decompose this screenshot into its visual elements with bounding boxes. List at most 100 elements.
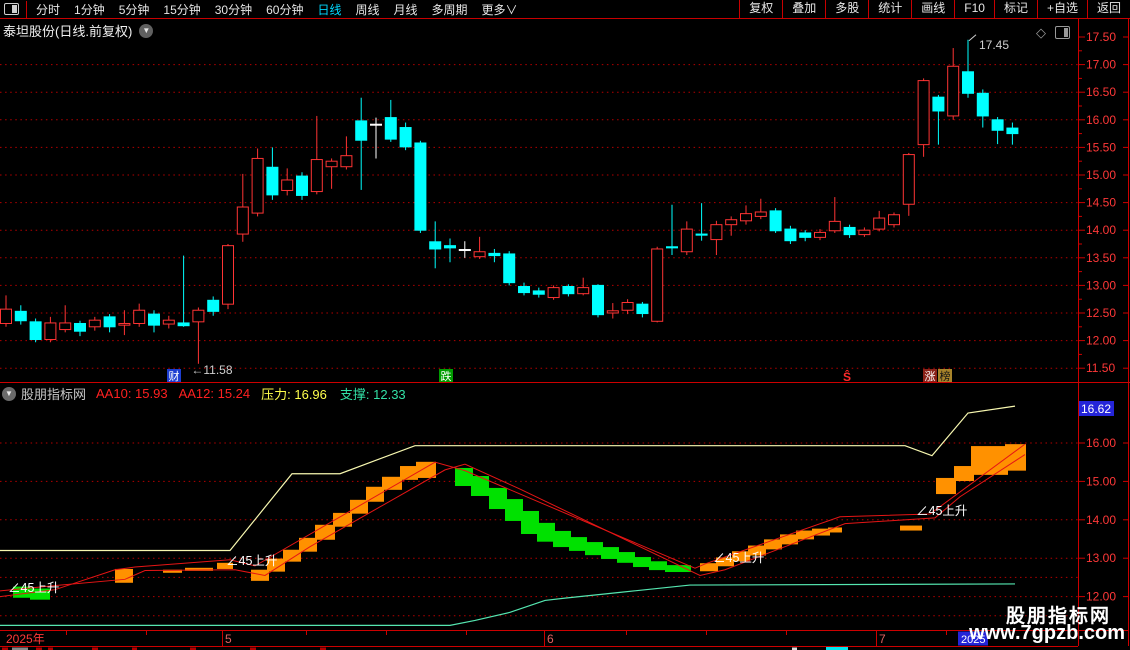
menu-action-叠加[interactable]: 叠加 xyxy=(782,0,825,18)
rise-45-label: ∠45上升 xyxy=(8,581,59,595)
candle-body xyxy=(518,286,530,294)
candle-body xyxy=(444,245,456,249)
candle-body xyxy=(503,253,516,284)
indicator-chart: ∠45上升 ∠45上升 ∠45上升 ∠45上升 xyxy=(0,405,1026,627)
candle-body xyxy=(1006,127,1019,135)
indicator-axis-label: 16.00 xyxy=(1086,436,1116,450)
menu-period-5分钟[interactable]: 5分钟 xyxy=(118,2,150,17)
candle-body xyxy=(340,155,353,168)
panel-toggle-icon[interactable] xyxy=(1055,26,1070,39)
candle-body xyxy=(177,322,190,327)
menu-period-分时[interactable]: 分时 xyxy=(36,2,61,17)
svg-text:涨: 涨 xyxy=(925,370,936,383)
candle-body xyxy=(991,119,1004,131)
main-axis-label: 12.50 xyxy=(1086,306,1116,320)
badge-涨[interactable] xyxy=(923,369,937,382)
indicator-bar-up xyxy=(936,477,956,495)
main-axis-label: 15.00 xyxy=(1086,168,1116,182)
candle-body xyxy=(0,308,12,324)
candle-body xyxy=(488,252,501,257)
candle-body xyxy=(666,246,678,249)
indicator-bar-up xyxy=(700,563,718,572)
main-axis-label: 16.50 xyxy=(1086,85,1116,99)
candle-body xyxy=(266,166,279,196)
main-axis-label: 11.50 xyxy=(1086,361,1115,375)
indicator-bar-up xyxy=(251,569,269,581)
toolbar-divider xyxy=(26,0,27,18)
menu-action-标记[interactable]: 标记 xyxy=(993,0,1037,18)
indicator-bar-up xyxy=(115,568,133,583)
indicator-bar-up xyxy=(732,551,750,562)
title-chevron-down-icon[interactable]: ▼ xyxy=(139,23,154,38)
indicator-pressure-value: 压力: 16.96 xyxy=(261,387,327,402)
window-layout-icon[interactable] xyxy=(4,3,19,15)
candle-body xyxy=(636,303,649,315)
main-axis-label: 13.50 xyxy=(1086,251,1116,265)
watermark-site-url: www.7gpzb.com xyxy=(969,622,1125,644)
month-label-6: 6 xyxy=(547,632,554,646)
indicator-bar-up xyxy=(812,528,830,536)
badge-财[interactable] xyxy=(167,369,181,382)
candle-body xyxy=(355,120,368,141)
diamond-icon[interactable]: ◇ xyxy=(1036,25,1046,40)
menu-period-更多∨[interactable]: 更多∨ xyxy=(481,2,518,17)
year-box xyxy=(958,631,988,646)
menu-action-返回[interactable]: 返回 xyxy=(1086,0,1130,18)
indicator-bar-up xyxy=(283,549,301,562)
menu-action-统计[interactable]: 统计 xyxy=(868,0,911,18)
menu-period-15分钟[interactable]: 15分钟 xyxy=(163,2,201,17)
action-menu: 复权 叠加 多股 统计 画线 F10 标记 +自选 返回 xyxy=(739,0,1130,18)
candle-body xyxy=(577,287,590,295)
svg-text:跌: 跌 xyxy=(441,369,452,383)
indicator-bar-down xyxy=(617,552,635,563)
last-value-box xyxy=(1079,401,1114,416)
indicator-chevron-down-icon[interactable]: ▼ xyxy=(2,386,16,401)
badge-榜[interactable] xyxy=(938,369,952,382)
candle-body xyxy=(784,228,797,242)
candle-body xyxy=(695,233,708,236)
candle-body xyxy=(621,302,634,311)
menu-action-+自选[interactable]: +自选 xyxy=(1036,0,1087,18)
candle-body xyxy=(281,179,294,191)
candle-body xyxy=(843,226,856,236)
candle-body xyxy=(473,251,486,258)
indicator-bar-up xyxy=(382,476,402,490)
badge-Ŝ: Ŝ xyxy=(843,369,851,384)
month-label-7: 7 xyxy=(879,632,886,646)
candle-body xyxy=(547,287,560,299)
candle-body xyxy=(888,214,900,226)
candle-body xyxy=(976,92,989,117)
candle-body xyxy=(162,319,175,325)
main-axis-label: 17.50 xyxy=(1086,30,1116,44)
info-badges: 财 跌 Ŝ 涨榜 xyxy=(167,369,952,384)
menu-action-复权[interactable]: 复权 xyxy=(739,0,782,18)
candle-body xyxy=(103,316,116,328)
menu-period-30分钟[interactable]: 30分钟 xyxy=(214,2,253,17)
candle-body xyxy=(947,65,960,117)
indicator-bar-up xyxy=(163,569,182,573)
pressure-line xyxy=(0,405,1016,552)
indicator-bar-up xyxy=(217,562,233,569)
main-axis-label: 16.00 xyxy=(1086,113,1116,127)
candle-body xyxy=(754,211,767,217)
candle-body xyxy=(680,228,693,253)
menu-period-60分钟[interactable]: 60分钟 xyxy=(266,2,304,17)
indicator-bar-down xyxy=(553,530,571,548)
indicator-axis-label: 13.00 xyxy=(1086,551,1116,565)
menu-action-多股[interactable]: 多股 xyxy=(825,0,868,18)
high-price-annotation: 17.45 xyxy=(979,38,1009,52)
menu-period-周线[interactable]: 周线 xyxy=(355,2,380,17)
candle-body xyxy=(740,213,752,222)
menu-period-月线[interactable]: 月线 xyxy=(393,2,418,17)
menu-period-多周期[interactable]: 多周期 xyxy=(431,2,468,17)
menu-period-日线[interactable]: 日线 xyxy=(317,2,342,17)
menu-action-F10[interactable]: F10 xyxy=(954,0,994,18)
badge-跌[interactable] xyxy=(439,369,453,382)
indicator-bar-up xyxy=(267,558,285,572)
rise-45-label: ∠45上升 xyxy=(713,551,764,565)
menu-period-1分钟[interactable]: 1分钟 xyxy=(74,2,105,17)
menu-action-画线[interactable]: 画线 xyxy=(911,0,954,18)
candle-body xyxy=(414,142,427,231)
